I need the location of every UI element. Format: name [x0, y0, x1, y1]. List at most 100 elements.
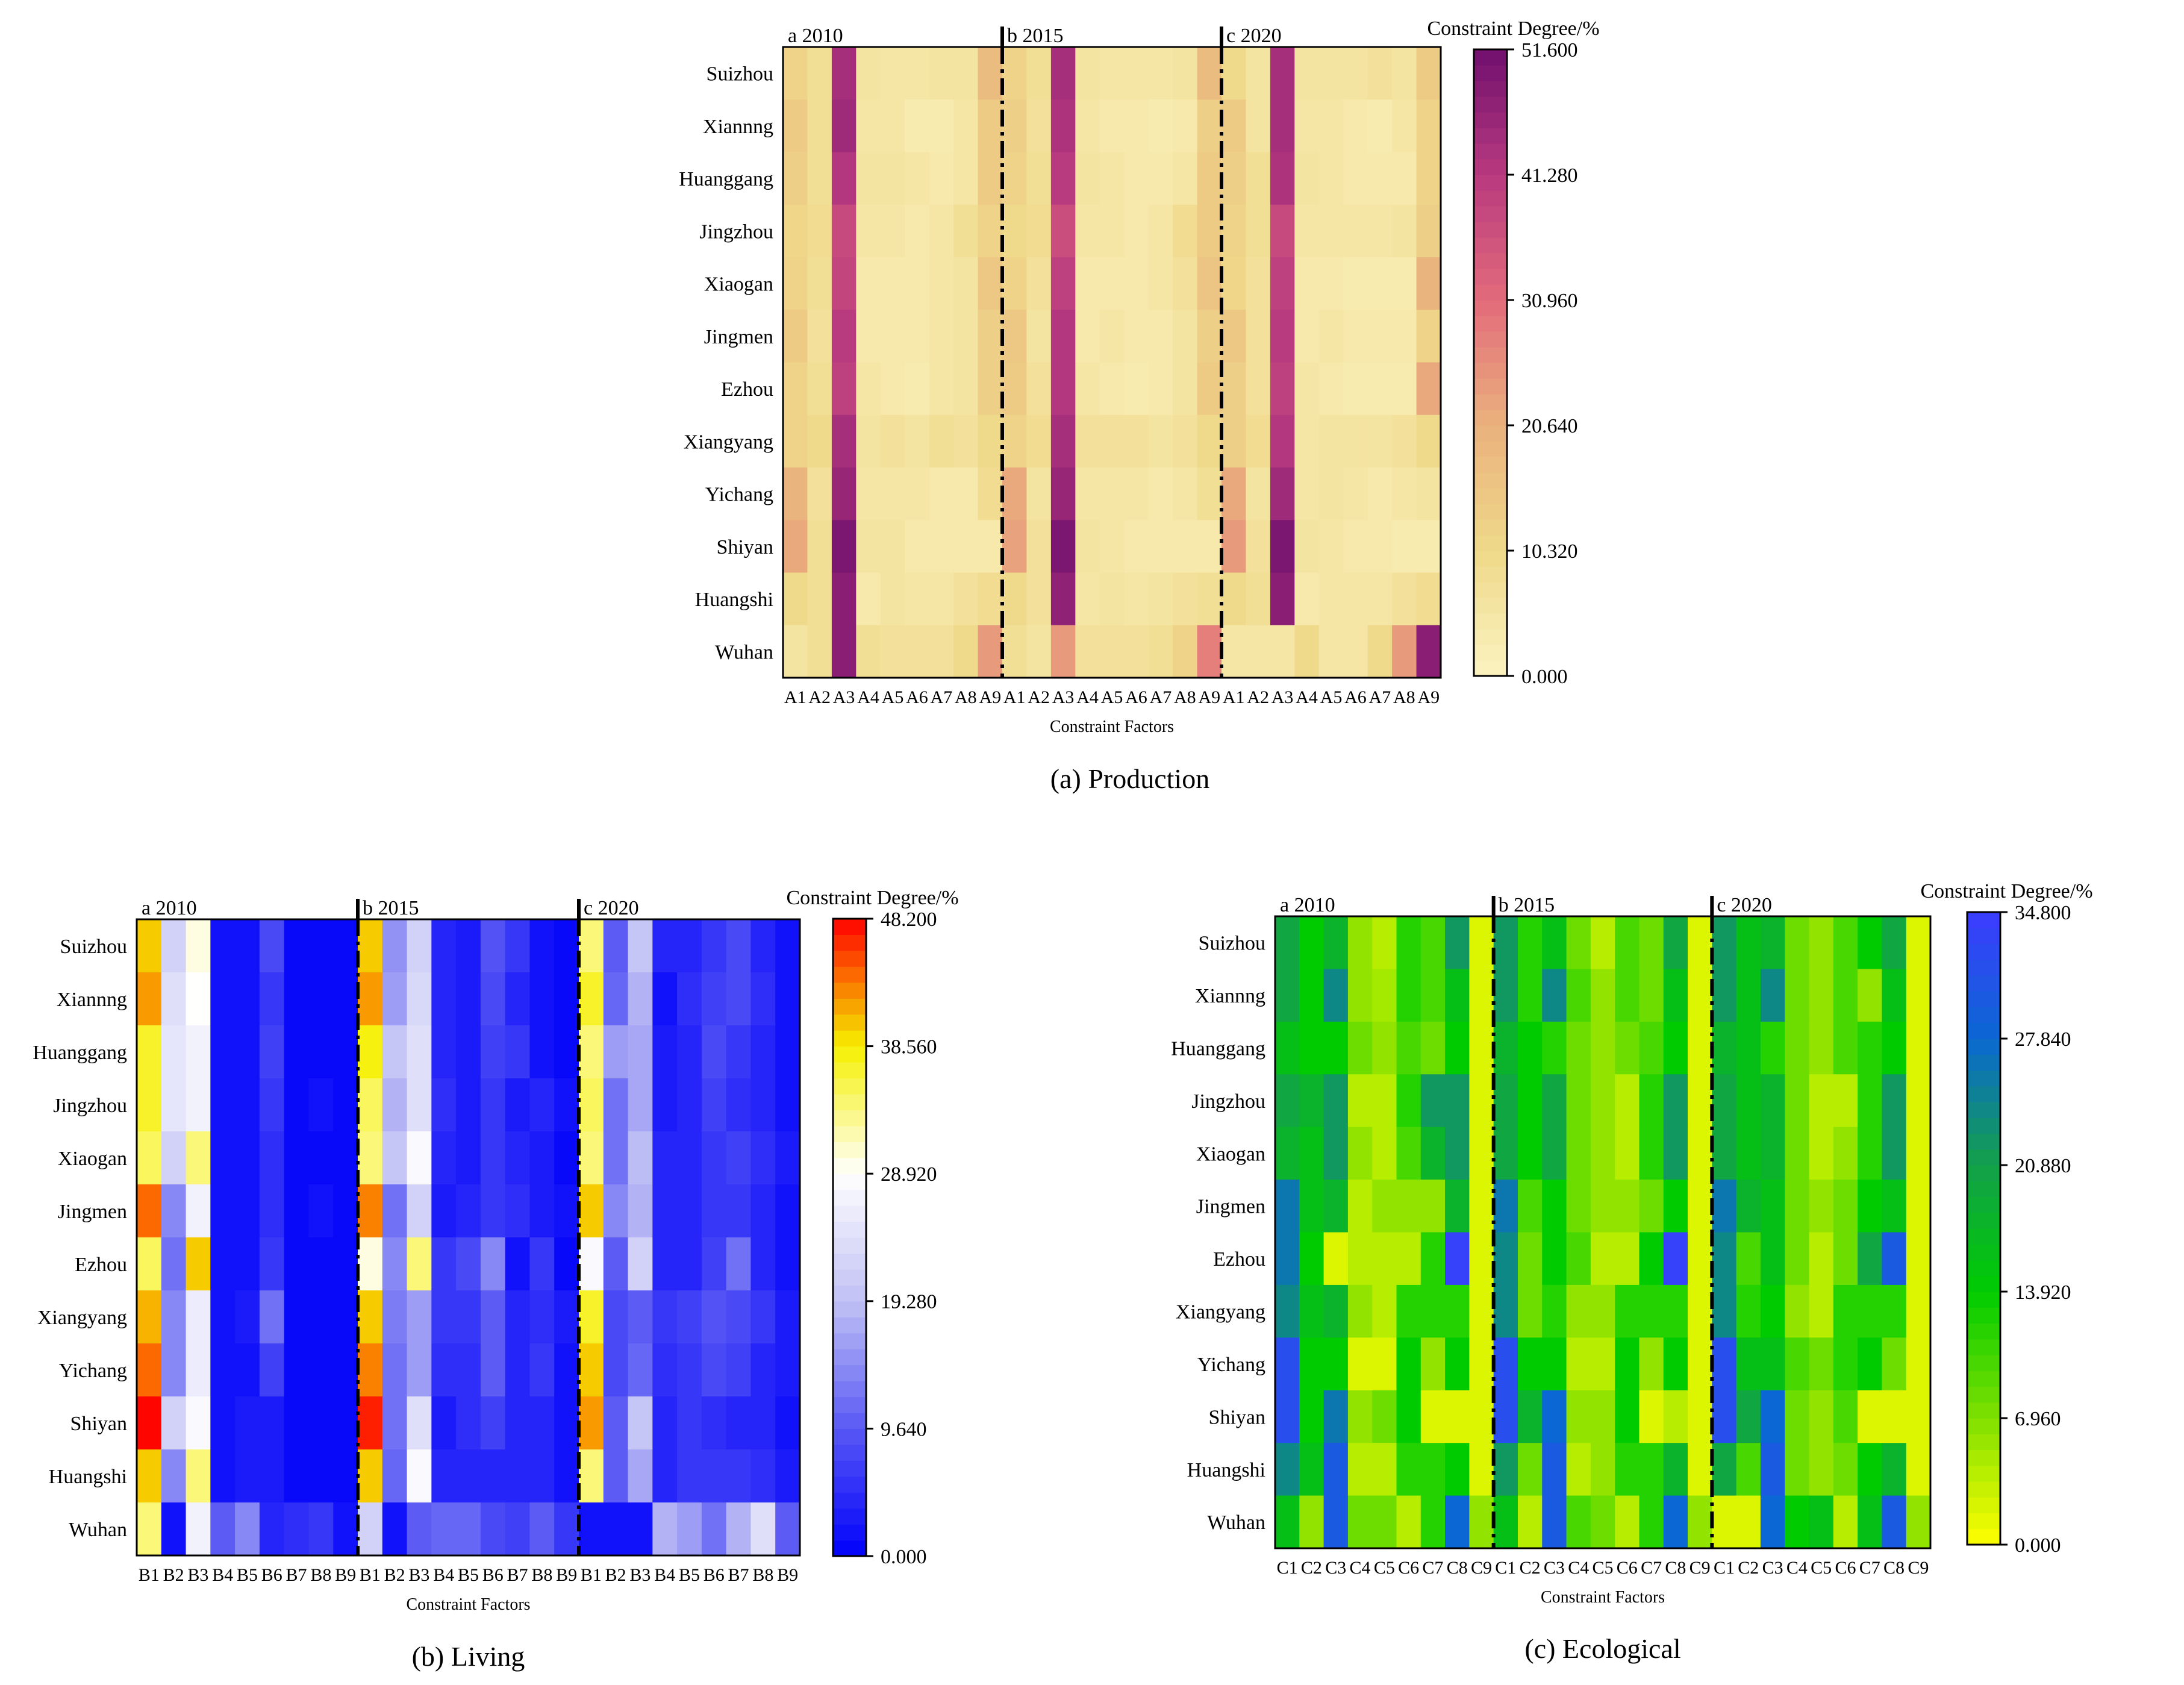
- heatmap-cell: [1372, 1337, 1397, 1391]
- heatmap-cell: [1663, 1180, 1688, 1233]
- heatmap-cell: [603, 1343, 629, 1397]
- colorbar-band: [1474, 253, 1507, 269]
- heatmap-cell: [652, 1184, 678, 1238]
- heatmap-cell: [358, 972, 383, 1026]
- heatmap-cell: [1615, 1232, 1640, 1286]
- heatmap-cell: [1299, 1443, 1324, 1496]
- heatmap-cell: [1367, 257, 1393, 310]
- heatmap-cell: [1347, 1127, 1373, 1180]
- heatmap-cell: [783, 520, 808, 574]
- row-label: Huangshi: [695, 589, 773, 611]
- heatmap-cell: [1323, 1337, 1349, 1391]
- heatmap-cell: [480, 972, 506, 1026]
- heatmap-cell: [235, 1290, 260, 1344]
- heatmap-cell: [953, 204, 979, 258]
- heatmap-cell: [480, 1290, 506, 1344]
- heatmap-cell: [1002, 414, 1028, 468]
- heatmap-cell: [1221, 572, 1247, 626]
- heatmap-cell: [284, 1184, 310, 1238]
- heatmap-cell: [1882, 1021, 1907, 1075]
- heatmap-cell: [1026, 152, 1052, 205]
- heatmap-cell: [1663, 1074, 1688, 1128]
- heatmap-cell: [807, 99, 832, 153]
- colorbar-band: [1967, 1102, 2000, 1118]
- heatmap-cell: [1590, 1074, 1615, 1128]
- column-label: B5: [679, 1565, 700, 1585]
- colorbar-band: [833, 1428, 866, 1445]
- heatmap-cell: [807, 467, 832, 521]
- heatmap-cell: [1197, 467, 1222, 521]
- row-label: Xiannng: [57, 989, 127, 1011]
- heatmap-cell: [652, 1449, 678, 1503]
- heatmap-cell: [1590, 1180, 1615, 1233]
- heatmap-cell: [1688, 1021, 1712, 1075]
- heatmap-cell: [308, 972, 334, 1026]
- heatmap-cell: [358, 1237, 383, 1291]
- heatmap-cell: [905, 204, 930, 258]
- heatmap-cell: [1712, 1232, 1737, 1286]
- colorbar-band: [1967, 1402, 2000, 1419]
- heatmap-cell: [1688, 1495, 1712, 1549]
- heatmap-cell: [1858, 969, 1883, 1022]
- colorbar-band: [1967, 1513, 2000, 1530]
- heatmap-cell: [382, 1184, 408, 1238]
- heatmap-cell: [652, 1131, 678, 1185]
- column-label: A7: [1150, 687, 1172, 707]
- heatmap-cell: [1469, 1180, 1494, 1233]
- colorbar-band: [833, 1285, 866, 1302]
- period-label: c 2020: [1226, 25, 1282, 47]
- panel-caption: (b) Living: [412, 1641, 525, 1672]
- heatmap-cell: [1148, 257, 1173, 310]
- heatmap-cell: [1663, 1284, 1688, 1338]
- heatmap-cell: [1002, 204, 1028, 258]
- heatmap-cell: [529, 1025, 555, 1079]
- column-label: C9: [1908, 1558, 1929, 1578]
- heatmap-cell: [1688, 1390, 1712, 1443]
- heatmap-cell: [554, 972, 579, 1026]
- heatmap-cell: [137, 919, 162, 973]
- heatmap-cell: [1275, 1232, 1300, 1286]
- heatmap-cell: [783, 572, 808, 626]
- colorbar-band: [1967, 912, 2000, 928]
- heatmap-cell: [1343, 310, 1368, 363]
- heatmap-cell: [1275, 1390, 1300, 1443]
- heatmap-cell: [1493, 1127, 1518, 1180]
- heatmap-cell: [1760, 1284, 1785, 1338]
- heatmap-cell: [210, 1396, 236, 1450]
- colorbar-band: [1967, 1418, 2000, 1434]
- colorbar-band: [833, 1174, 866, 1190]
- heatmap-cell: [1639, 1337, 1664, 1391]
- heatmap-cell: [529, 972, 555, 1026]
- heatmap-cell: [1590, 916, 1615, 970]
- heatmap-cell: [1517, 1390, 1543, 1443]
- heatmap-cell: [1882, 1127, 1907, 1180]
- heatmap-cell: [1026, 414, 1052, 468]
- heatmap-cell: [1416, 310, 1441, 363]
- heatmap-cell: [1858, 1180, 1883, 1233]
- heatmap-cell: [382, 1025, 408, 1079]
- colorbar-band: [833, 1253, 866, 1270]
- heatmap-cell: [1392, 520, 1417, 574]
- heatmap-cell: [259, 1396, 285, 1450]
- heatmap-cell: [701, 919, 727, 973]
- heatmap-cell: [628, 1184, 653, 1238]
- heatmap-cell: [1566, 1232, 1591, 1286]
- heatmap-cell: [783, 467, 808, 521]
- heatmap-cell: [856, 414, 881, 468]
- column-label: A7: [931, 687, 953, 707]
- heatmap-cell: [775, 1502, 800, 1556]
- heatmap-cell: [856, 467, 881, 521]
- heatmap-cell: [456, 1025, 481, 1079]
- heatmap-cell: [1590, 1232, 1615, 1286]
- heatmap-cell: [161, 1184, 187, 1238]
- heatmap-cell: [456, 1343, 481, 1397]
- heatmap-cell: [1392, 310, 1417, 363]
- heatmap-cell: [1221, 257, 1247, 310]
- heatmap-cell: [186, 972, 211, 1026]
- heatmap-cell: [1347, 1232, 1373, 1286]
- heatmap-cell: [701, 1449, 727, 1503]
- heatmap-cell: [210, 1025, 236, 1079]
- heatmap-cell: [137, 1025, 162, 1079]
- heatmap-cell: [456, 919, 481, 973]
- colorbar-band: [1967, 1434, 2000, 1451]
